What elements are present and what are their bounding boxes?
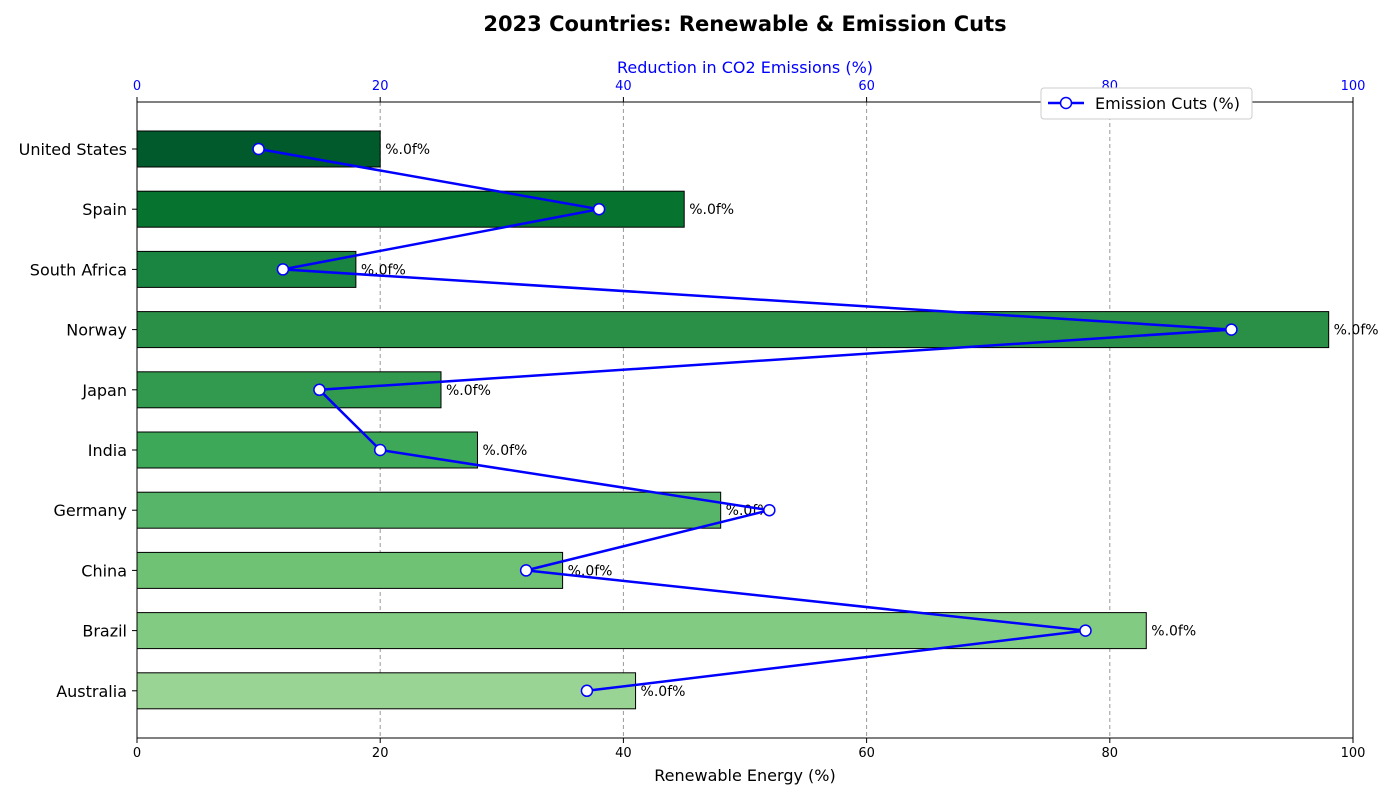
category-label: Brazil	[82, 622, 127, 641]
category-label: Spain	[82, 200, 127, 219]
x2-tick-label: 40	[615, 79, 632, 94]
emission-point	[276, 263, 290, 276]
x2-tick-label: 20	[372, 79, 389, 94]
y-axis-categories: United States Spain South Africa Norway Japa…	[19, 140, 137, 701]
legend-box	[1040, 87, 1253, 120]
emission-point	[519, 564, 533, 577]
bar	[136, 612, 1147, 650]
category-label: Germany	[53, 501, 127, 520]
x-tick-label: 60	[858, 746, 875, 761]
bar	[136, 431, 478, 469]
bar	[136, 371, 442, 409]
bar	[136, 672, 637, 710]
x2-tick-label: 60	[858, 79, 875, 94]
category-label: South Africa	[30, 260, 127, 279]
bar-data-label: %.0f%	[1334, 323, 1379, 339]
x2-tick-label: 0	[133, 79, 141, 94]
legend-label: Emission Cuts (%)	[1095, 94, 1240, 113]
x2-tick-label: 100	[1341, 79, 1366, 94]
bar	[136, 491, 722, 529]
emission-point	[763, 503, 776, 517]
legend-marker-swatch	[1059, 96, 1073, 110]
legend: Emission Cuts (%)	[1040, 87, 1253, 120]
x-tick-label: 100	[1341, 746, 1366, 761]
x-axis-label: Renewable Energy (%)	[654, 766, 835, 785]
category-label: China	[81, 561, 127, 580]
emission-line-layer	[252, 142, 1238, 698]
emission-point	[592, 202, 606, 216]
bars	[136, 130, 1330, 710]
x-tick-label: 0	[133, 746, 141, 761]
emission-point	[373, 443, 387, 457]
bar-data-label: %.0f%	[689, 202, 734, 218]
emission-point	[580, 684, 594, 698]
plot-frame	[136, 101, 1354, 739]
bar-data-label: %.0f%	[385, 142, 430, 158]
bar-data-label: %.0f%	[446, 383, 491, 399]
x-tick-label: 20	[372, 746, 389, 761]
bar	[136, 551, 564, 589]
x-tick-label: 40	[615, 746, 632, 761]
category-label: Australia	[56, 682, 127, 701]
emission-point	[1225, 323, 1238, 336]
emission-point	[252, 142, 265, 156]
bar	[136, 311, 1330, 349]
x-tick-label: 80	[1102, 746, 1119, 761]
x2-axis-label: Reduction in CO2 Emissions (%)	[617, 58, 873, 77]
category-label: United States	[19, 140, 127, 159]
category-label: Norway	[66, 321, 127, 340]
bar-data-label: %.0f%	[726, 503, 771, 519]
chart-title: 2023 Countries: Renewable & Emission Cut…	[483, 12, 1006, 36]
x-axis-bottom: 0 20 40 60 80 100	[133, 738, 1366, 761]
bar-data-label: %.0f%	[482, 443, 527, 459]
bar-data-label: %.0f%	[1151, 624, 1196, 640]
category-label: India	[88, 441, 127, 460]
emission-point	[1079, 624, 1092, 637]
emission-cuts-line	[258, 147, 1233, 693]
emission-point	[313, 383, 326, 397]
bar-data-label: %.0f%	[641, 684, 686, 700]
bar	[136, 250, 357, 288]
category-label: Japan	[81, 381, 127, 400]
